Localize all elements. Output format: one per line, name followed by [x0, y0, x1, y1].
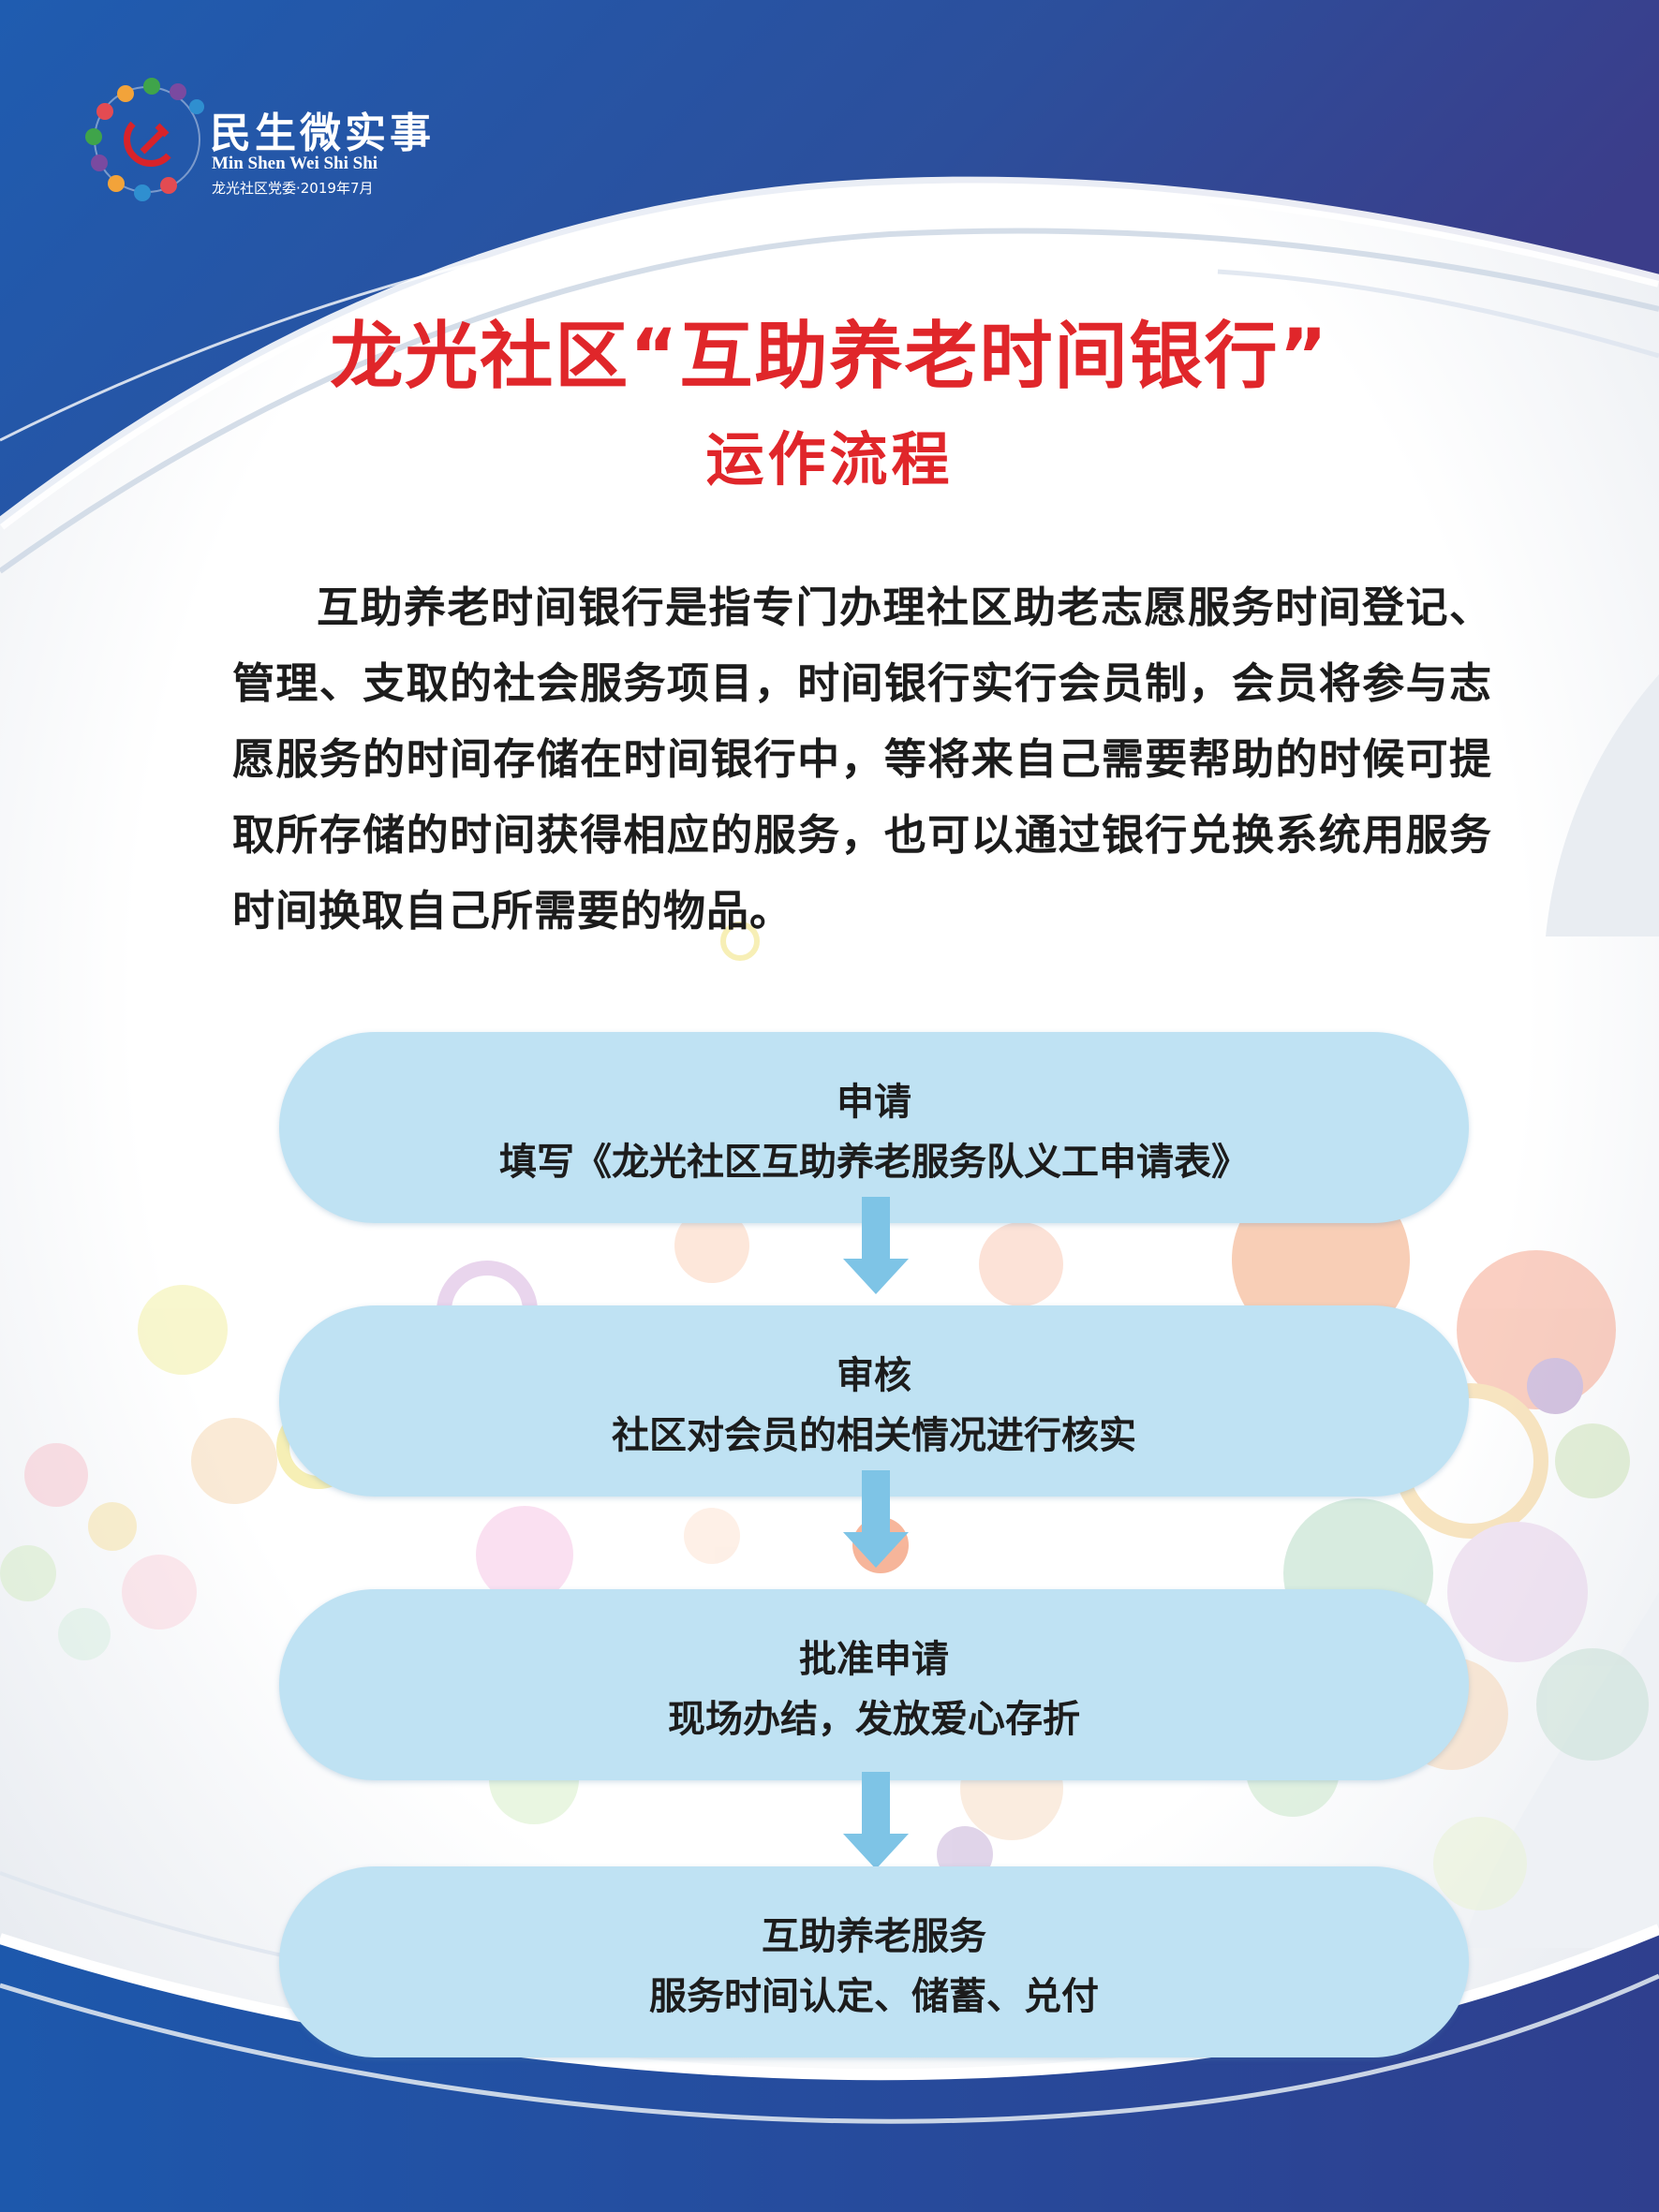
step-name: 申请 [837, 1081, 911, 1124]
logo-organization: 龙光社区党委·2019年7月 [212, 180, 374, 197]
step-name: 互助养老服务 [762, 1915, 986, 1958]
logo-pinyin: Min Shen Wei Shi Shi [212, 154, 378, 173]
step-name: 批准申请 [799, 1638, 949, 1681]
party-emblem-with-figures-icon [85, 78, 204, 201]
arrow-down-icon [843, 1197, 909, 1294]
logo-title: 民生微实事 [210, 110, 435, 157]
step-review: 审核 社区对会员的相关情况进行核实 [279, 1305, 1469, 1497]
step-approve: 批准申请 现场办结，发放爱心存折 [279, 1589, 1469, 1780]
step-name: 审核 [837, 1354, 911, 1397]
poster-title: 龙光社区“互助养老时间银行” [330, 315, 1329, 399]
arrow-down-icon [843, 1470, 909, 1568]
logo: 民生微实事 Min Shen Wei Shi Shi 龙光社区党委·2019年7… [77, 69, 470, 210]
poster-subtitle: 运作流程 [705, 425, 954, 494]
step-mutual-aid-service: 互助养老服务 服务时间认定、储蓄、兑付 [279, 1866, 1469, 2057]
arrow-down-icon [843, 1772, 909, 1869]
step-apply: 申请 填写《龙光社区互助养老服务队义工申请表》 [279, 1032, 1469, 1223]
step-description: 现场办结，发放爱心存折 [668, 1698, 1080, 1741]
step-description: 社区对会员的相关情况进行核实 [612, 1414, 1136, 1457]
step-description: 填写《龙光社区互助养老服务队义工申请表》 [499, 1141, 1249, 1184]
intro-paragraph: 互助养老时间银行是指专门办理社区助老志愿服务时间登记、管理、支取的社会服务项目，… [232, 582, 1492, 936]
step-description: 服务时间认定、储蓄、兑付 [649, 1975, 1099, 2018]
